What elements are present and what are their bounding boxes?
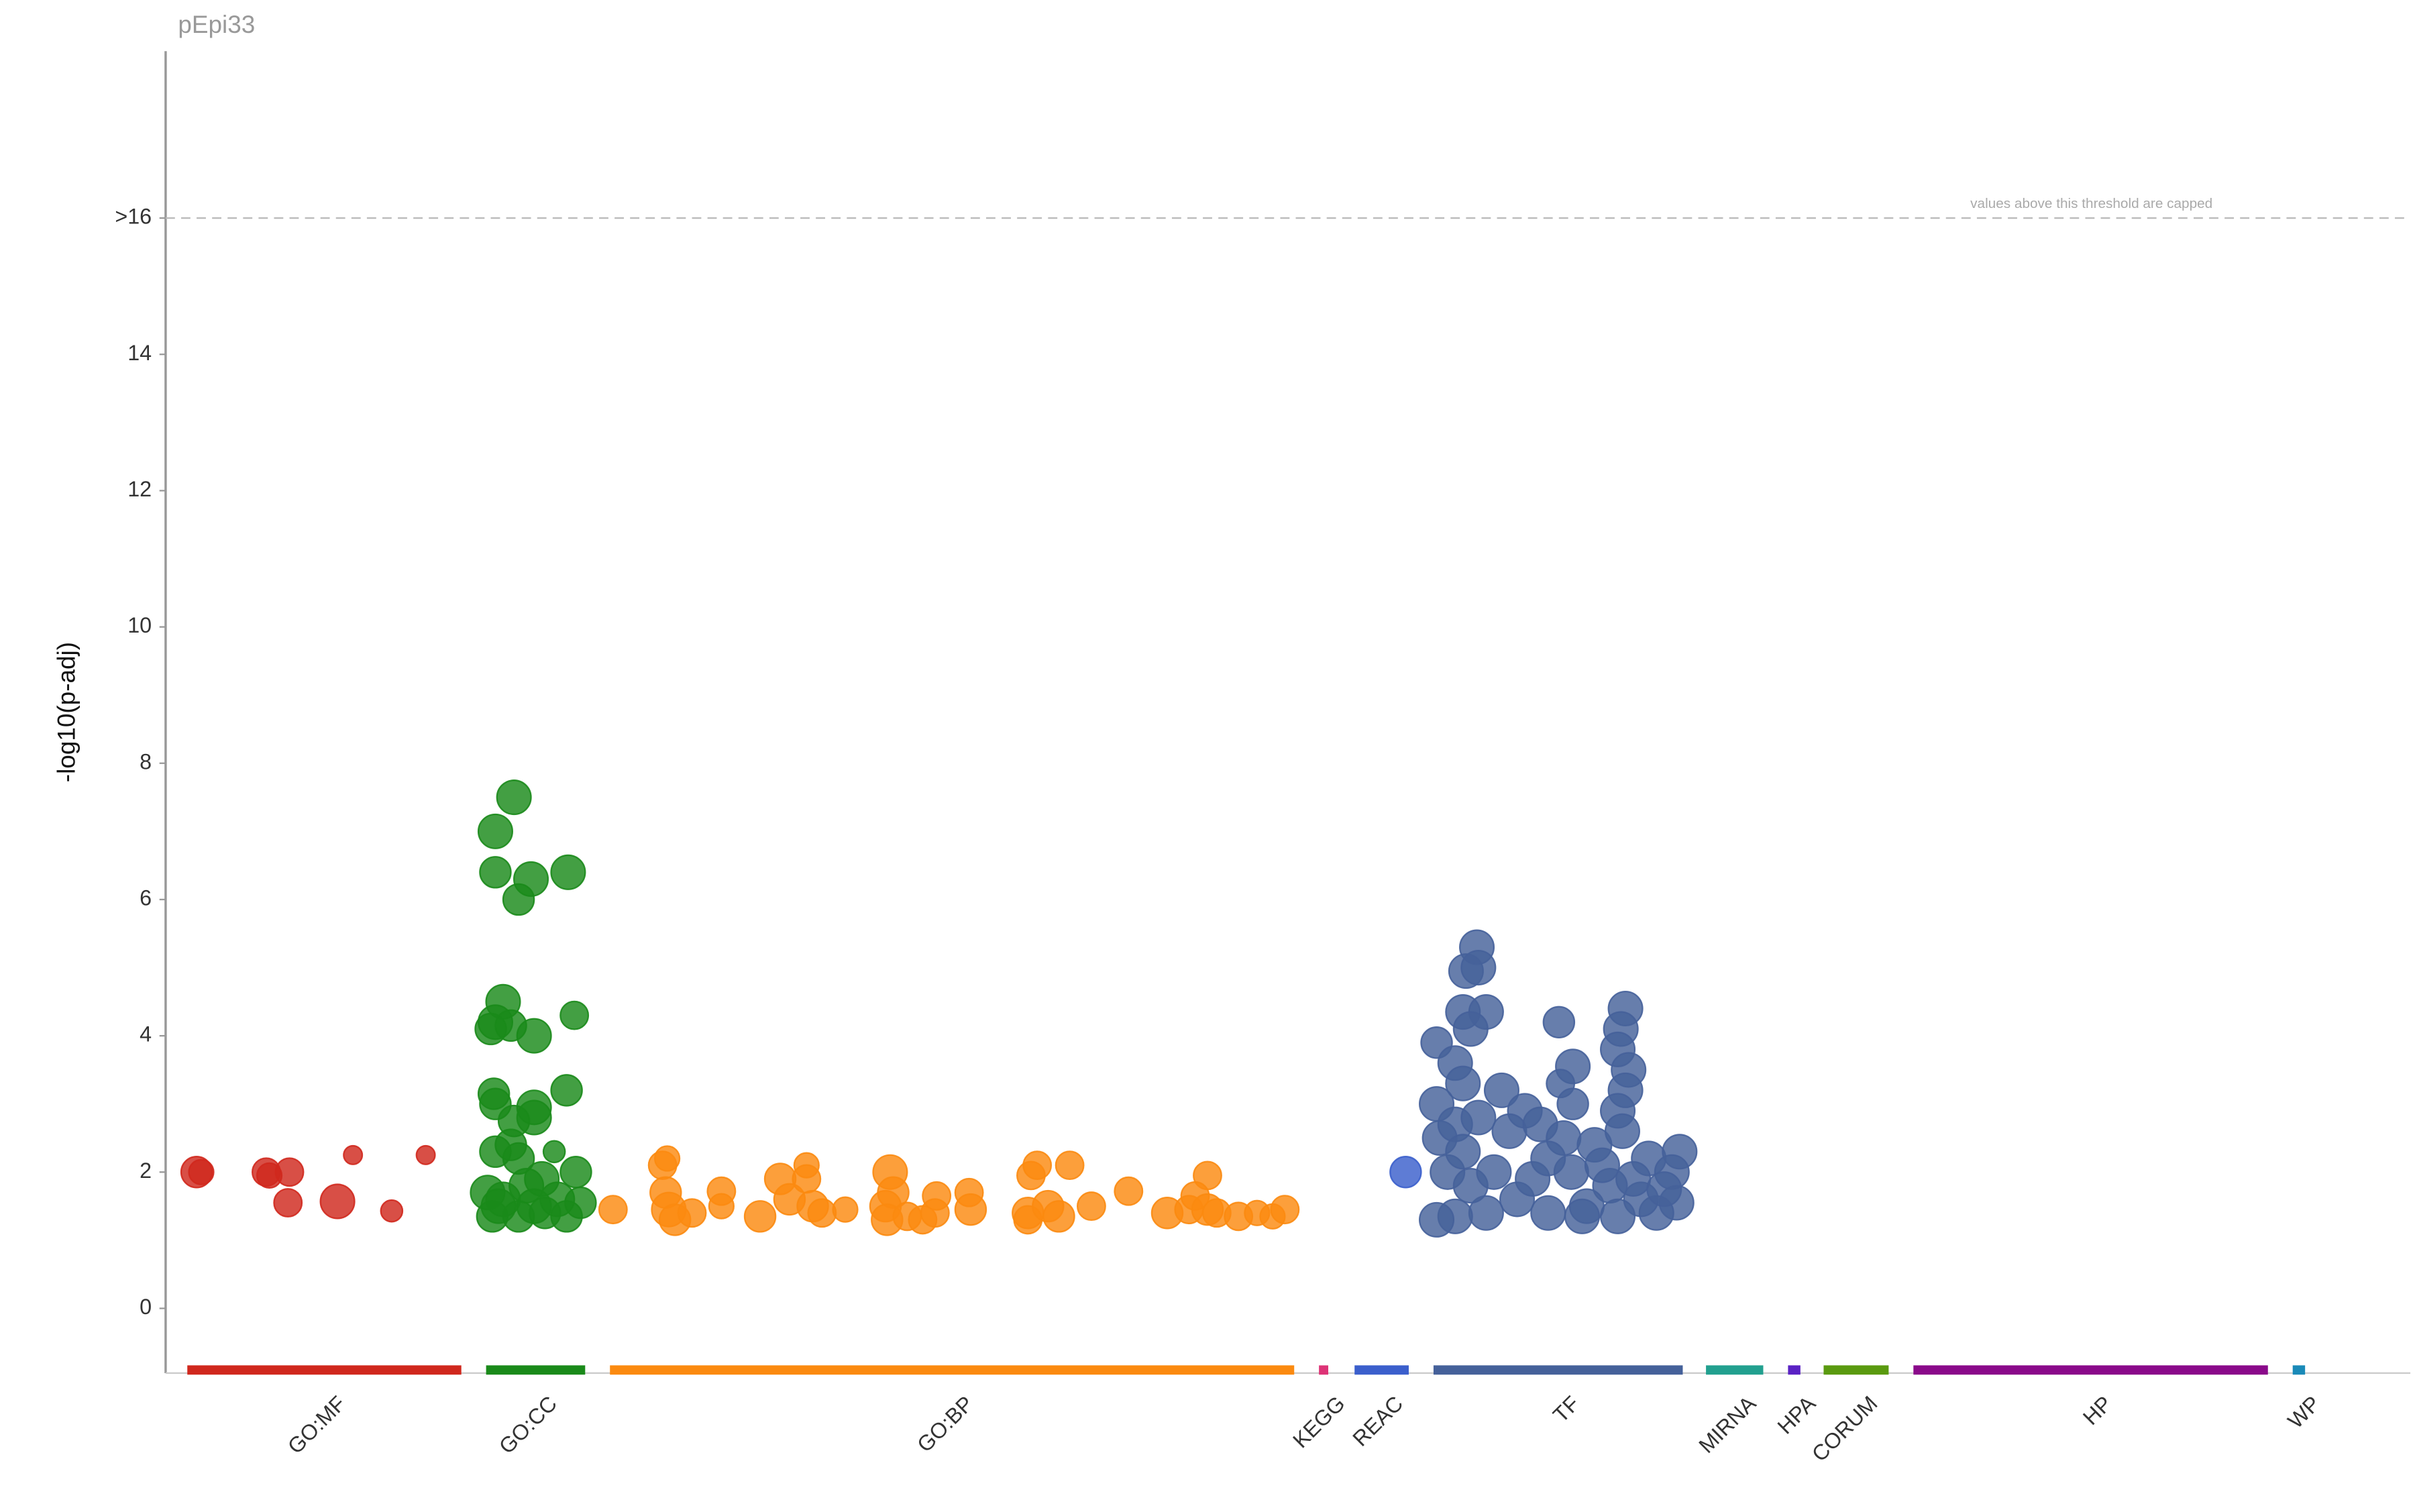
y-tick-label: 0 bbox=[140, 1295, 152, 1319]
y-tick-label: 8 bbox=[140, 749, 152, 773]
point bbox=[1646, 1171, 1682, 1207]
point bbox=[1483, 1072, 1519, 1108]
point bbox=[1042, 1200, 1075, 1233]
x-tick-label: CORUM bbox=[1807, 1391, 1882, 1466]
point bbox=[1530, 1140, 1566, 1177]
point bbox=[598, 1195, 628, 1225]
y-tick-label: 10 bbox=[127, 613, 152, 637]
point bbox=[1604, 1113, 1640, 1149]
point bbox=[274, 1157, 305, 1187]
point bbox=[743, 1200, 777, 1233]
point bbox=[1491, 1113, 1527, 1149]
point bbox=[954, 1193, 987, 1226]
point bbox=[807, 1198, 837, 1228]
point bbox=[1564, 1198, 1600, 1234]
x-tick-label: HPA bbox=[1773, 1391, 1821, 1439]
y-tick-label: 6 bbox=[140, 885, 152, 910]
point bbox=[1530, 1195, 1566, 1231]
point bbox=[542, 1140, 566, 1164]
point bbox=[1419, 1201, 1455, 1238]
point bbox=[516, 1188, 552, 1224]
point bbox=[1389, 1156, 1422, 1189]
x-tick-label: GO:BP bbox=[912, 1391, 978, 1457]
point bbox=[1445, 1065, 1481, 1101]
y-tick-label: 4 bbox=[140, 1022, 152, 1046]
point bbox=[653, 1145, 681, 1172]
point bbox=[479, 856, 512, 889]
point bbox=[1022, 1150, 1053, 1181]
point bbox=[1452, 1011, 1489, 1047]
point bbox=[1615, 1160, 1652, 1197]
point bbox=[922, 1181, 952, 1211]
point bbox=[415, 1144, 436, 1165]
point bbox=[550, 1200, 583, 1233]
point bbox=[559, 1156, 592, 1189]
point bbox=[1270, 1195, 1300, 1225]
point bbox=[477, 813, 513, 849]
x-tick-label: HP bbox=[2078, 1391, 2116, 1429]
x-tick-label: GO:MF bbox=[283, 1391, 350, 1458]
point bbox=[832, 1196, 859, 1223]
point bbox=[1584, 1147, 1620, 1183]
point bbox=[1476, 1154, 1512, 1190]
point bbox=[792, 1164, 822, 1194]
point bbox=[708, 1193, 735, 1220]
x-tick-label: TF bbox=[1548, 1391, 1584, 1427]
point bbox=[550, 854, 586, 890]
point bbox=[380, 1199, 404, 1223]
point bbox=[502, 883, 535, 916]
point bbox=[480, 1188, 517, 1224]
x-tick-label: REAC bbox=[1348, 1391, 1407, 1451]
x-tick-label: WP bbox=[2283, 1391, 2324, 1433]
point bbox=[516, 1018, 552, 1054]
y-axis-label: -log10(p-adj) bbox=[52, 642, 80, 782]
y-tick-label: 12 bbox=[127, 477, 152, 501]
x-tick-label: KEGG bbox=[1288, 1391, 1349, 1452]
point bbox=[1542, 1006, 1576, 1039]
point bbox=[273, 1188, 303, 1218]
threshold-note: values above this threshold are capped bbox=[1970, 196, 2212, 211]
point bbox=[1076, 1191, 1106, 1221]
point bbox=[559, 1000, 590, 1030]
y-tick-label: >16 bbox=[115, 205, 152, 229]
point bbox=[343, 1144, 364, 1165]
point bbox=[1445, 1134, 1481, 1170]
point bbox=[1055, 1150, 1085, 1181]
y-tick-label: 2 bbox=[140, 1158, 152, 1183]
y-tick-label: 14 bbox=[127, 341, 152, 365]
chart-title: pEpi33 bbox=[178, 11, 255, 38]
point bbox=[1460, 1099, 1497, 1136]
point bbox=[550, 1074, 583, 1107]
point bbox=[1114, 1176, 1144, 1206]
point bbox=[1460, 949, 1497, 986]
x-tick-label: GO:CC bbox=[494, 1391, 561, 1458]
point bbox=[1600, 1198, 1636, 1234]
point bbox=[188, 1158, 215, 1185]
x-tick-label: MIRNA bbox=[1694, 1391, 1760, 1458]
point bbox=[319, 1183, 356, 1220]
point bbox=[677, 1198, 707, 1228]
point bbox=[496, 779, 532, 816]
point bbox=[1556, 1087, 1589, 1120]
